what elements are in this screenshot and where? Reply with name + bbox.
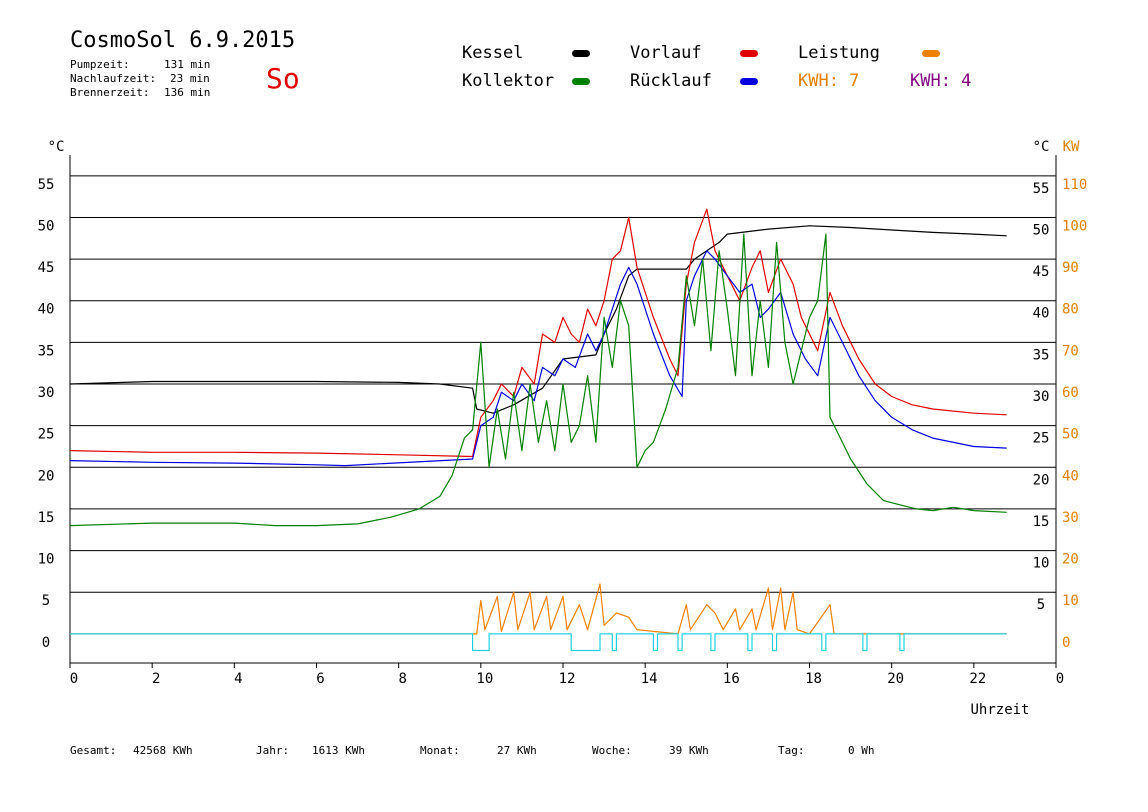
- x-tick-9: 18: [805, 671, 822, 687]
- y-tick-left-5: 5: [42, 593, 50, 609]
- weekday-label: So: [266, 62, 300, 95]
- y-tick-right-temp-25: 25: [1033, 431, 1050, 447]
- x-tick-6: 12: [559, 671, 576, 687]
- y-tick-right-kw-30: 30: [1062, 510, 1079, 526]
- brennerzeit-label: Brennerzeit:: [70, 86, 150, 99]
- nachlaufzeit-value: 23 min: [170, 72, 210, 85]
- y-tick-left-50: 50: [38, 218, 55, 234]
- tag-label: Tag:: [778, 744, 805, 757]
- y-tick-right-temp-15: 15: [1033, 514, 1050, 530]
- y-tick-right-temp-5: 5: [1037, 597, 1045, 613]
- x-tick-11: 22: [969, 671, 986, 687]
- pumpzeit-label: Pumpzeit:: [70, 58, 130, 71]
- y-tick-right-kw-70: 70: [1062, 343, 1079, 359]
- x-tick-0: 0: [70, 671, 78, 687]
- legend-kollektor-swatch: [572, 78, 590, 85]
- brennerzeit-value: 136 min: [164, 86, 211, 99]
- x-tick-1: 2: [152, 671, 160, 687]
- x-tick-5: 10: [476, 671, 493, 687]
- jahr-label: Jahr:: [256, 744, 290, 757]
- x-tick-10: 20: [887, 671, 904, 687]
- y-tick-left-15: 15: [38, 510, 55, 526]
- y-tick-right-kw-50: 50: [1062, 427, 1079, 443]
- y-tick-right-kw-60: 60: [1062, 385, 1079, 401]
- legend-kwh-solar: KWH: 7: [798, 71, 860, 91]
- woche-label: Woche:: [592, 744, 632, 757]
- y-tick-left-30: 30: [38, 385, 55, 401]
- x-axis-label: Uhrzeit: [970, 702, 1029, 718]
- y-tick-left-35: 35: [38, 343, 55, 359]
- series-line-vorlauf: [69, 208, 1007, 458]
- y-tick-left-25: 25: [38, 427, 55, 443]
- y-tick-left-55: 55: [38, 177, 55, 193]
- monat-label: Monat:: [420, 744, 460, 757]
- y-tick-right-kw-0: 0: [1062, 635, 1070, 651]
- legend-leistung-label: Leistung: [798, 43, 880, 63]
- y-axis-left-unit: °C: [48, 139, 65, 155]
- y-tick-left-10: 10: [38, 552, 55, 568]
- y-axis-right-temp-unit: °C: [1033, 139, 1050, 155]
- x-tick-3: 6: [316, 671, 324, 687]
- gesamt-label: Gesamt:: [70, 744, 117, 757]
- pumpzeit-value: 131 min: [164, 58, 211, 71]
- y-tick-right-kw-90: 90: [1062, 260, 1079, 276]
- y-tick-right-temp-40: 40: [1033, 306, 1050, 322]
- chart-title: CosmoSol 6.9.2015: [70, 28, 296, 53]
- woche-value: 39 KWh: [669, 744, 709, 757]
- x-tick-12: 0: [1056, 671, 1064, 687]
- jahr-value: 1613 KWh: [312, 744, 365, 757]
- tag-value: 0 Wh: [848, 744, 875, 757]
- legend-leistung-swatch: [922, 50, 940, 57]
- y-tick-left-20: 20: [38, 468, 55, 484]
- gesamt-value: 42568 KWh: [133, 744, 193, 757]
- y-tick-right-kw-40: 40: [1062, 468, 1079, 484]
- y-tick-right-kw-20: 20: [1062, 552, 1079, 568]
- y-tick-right-kw-110: 110: [1062, 177, 1087, 193]
- legend-ruecklauf-swatch: [740, 78, 758, 85]
- series-line-kollektor: [69, 233, 1007, 527]
- y-tick-right-temp-30: 30: [1033, 389, 1050, 405]
- legend-vorlauf-label: Vorlauf: [630, 43, 702, 63]
- y-axis-right-kw-unit: KW: [1063, 139, 1080, 155]
- nachlaufzeit-label: Nachlaufzeit:: [70, 72, 157, 85]
- x-tick-7: 14: [641, 671, 658, 687]
- y-tick-left-0: 0: [42, 635, 50, 651]
- y-tick-right-temp-20: 20: [1033, 472, 1050, 488]
- y-tick-right-temp-50: 50: [1033, 222, 1050, 238]
- legend-kwh-secondary: KWH: 4: [910, 71, 972, 91]
- y-tick-left-40: 40: [38, 302, 55, 318]
- y-tick-right-kw-10: 10: [1062, 593, 1079, 609]
- legend-ruecklauf-label: Rücklauf: [630, 71, 712, 91]
- monat-value: 27 KWh: [497, 744, 537, 757]
- y-tick-right-kw-100: 100: [1062, 218, 1087, 234]
- y-tick-right-temp-35: 35: [1033, 347, 1050, 363]
- y-tick-right-temp-55: 55: [1033, 181, 1050, 197]
- legend-kessel-swatch: [572, 50, 590, 57]
- y-tick-left-45: 45: [38, 260, 55, 276]
- y-tick-right-temp-10: 10: [1033, 556, 1050, 572]
- series-line-pumpe: [70, 633, 1007, 652]
- x-tick-8: 16: [723, 671, 740, 687]
- legend-kollektor-label: Kollektor: [462, 71, 555, 91]
- series-line-rcklauf: [69, 250, 1007, 467]
- x-tick-4: 8: [398, 671, 406, 687]
- series-line-leistung: [70, 583, 1007, 635]
- series-line-kessel: [69, 225, 1007, 414]
- y-tick-right-temp-45: 45: [1033, 264, 1050, 280]
- x-tick-2: 4: [234, 671, 242, 687]
- legend-vorlauf-swatch: [740, 50, 758, 57]
- y-tick-right-kw-80: 80: [1062, 302, 1079, 318]
- legend-kessel-label: Kessel: [462, 43, 524, 63]
